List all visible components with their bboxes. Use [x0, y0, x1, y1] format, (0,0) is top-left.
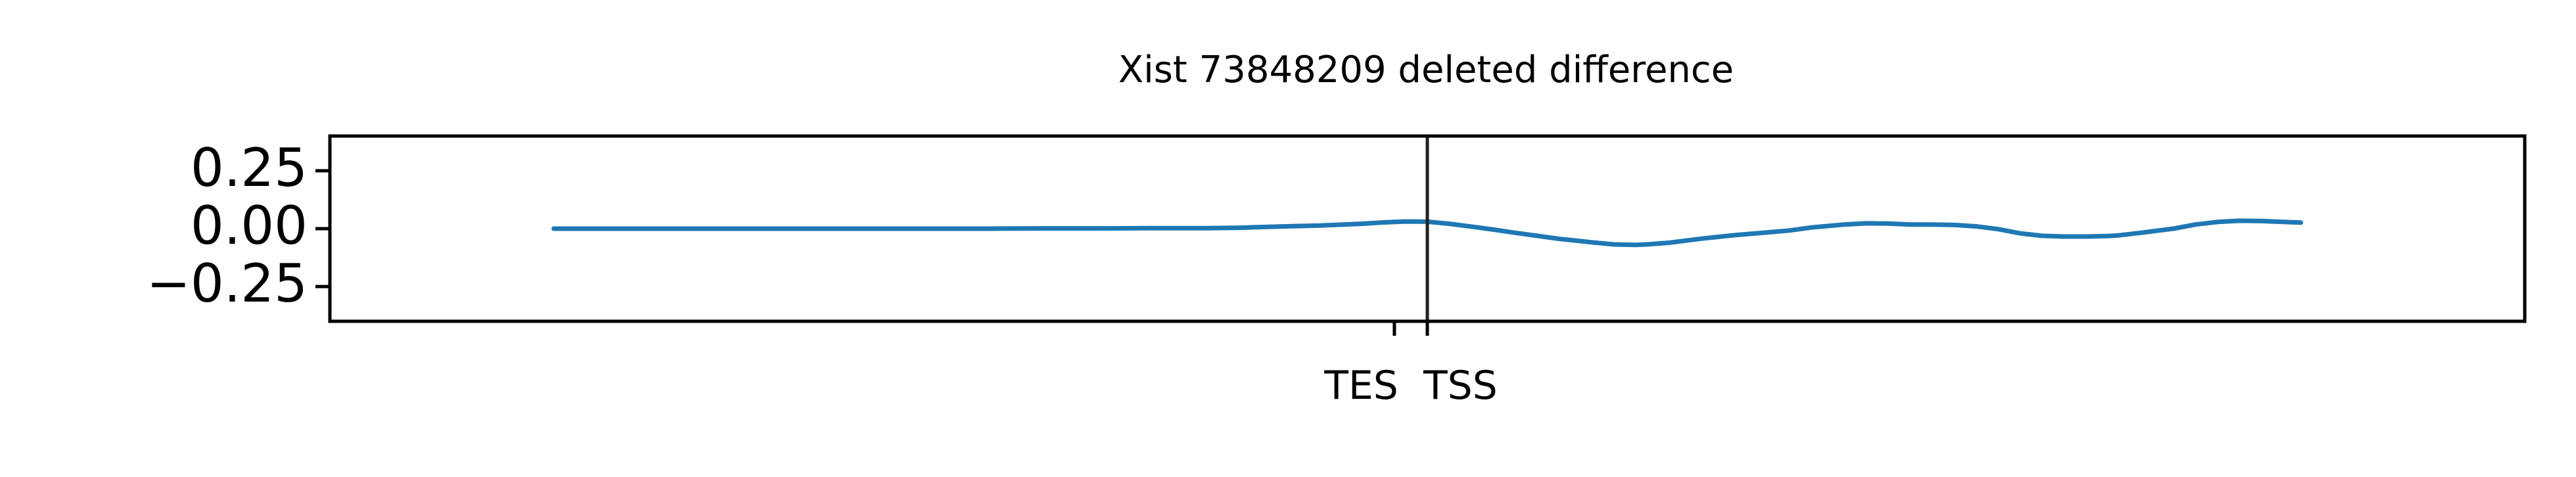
- y-tick-label: 0.25: [191, 137, 308, 198]
- y-tick-label: 0.00: [191, 195, 308, 256]
- x-tick-label: TES: [1323, 363, 1398, 409]
- series-line-1: [551, 218, 2303, 248]
- plot-frame: [328, 134, 2527, 323]
- plot-area: [551, 136, 2303, 321]
- chart-title: Xist 73848209 deleted difference: [1118, 49, 1734, 91]
- x-tick-label: TSS: [1423, 363, 1498, 409]
- y-axis: 0.250.00−0.25: [147, 137, 330, 314]
- x-axis: TES TSS: [1323, 321, 1498, 409]
- y-tick-label: −0.25: [147, 253, 308, 314]
